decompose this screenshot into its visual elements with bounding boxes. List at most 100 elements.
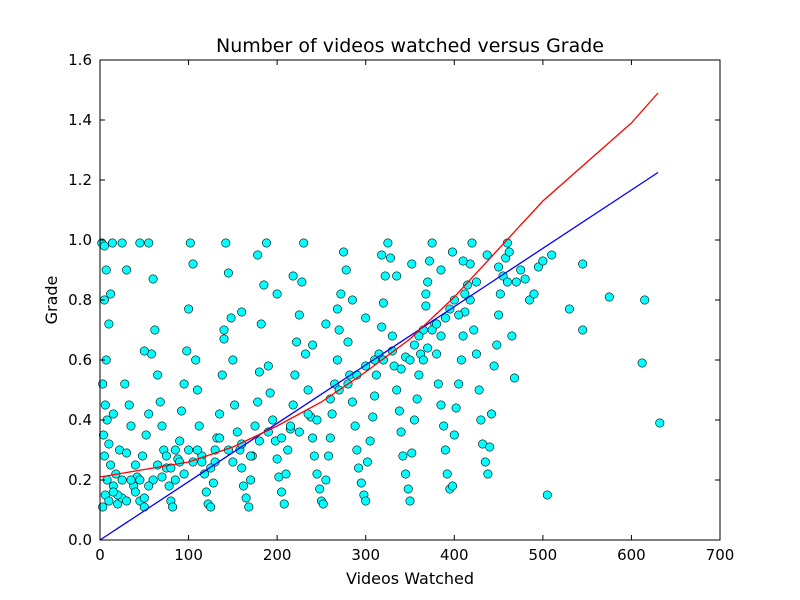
- data-point: [433, 379, 443, 389]
- data-point: [321, 475, 331, 485]
- data-point: [377, 322, 387, 332]
- data-point: [421, 289, 431, 299]
- data-point: [192, 445, 202, 455]
- y-tick-label: 1.2: [68, 171, 92, 189]
- data-point: [194, 421, 204, 431]
- data-point: [476, 415, 486, 425]
- data-point: [170, 445, 180, 455]
- data-point: [117, 238, 127, 248]
- data-point: [538, 256, 548, 266]
- chart-title: Number of videos watched versus Grade: [216, 35, 604, 57]
- data-point: [303, 385, 313, 395]
- data-point: [403, 484, 413, 494]
- data-point: [347, 295, 357, 305]
- data-point: [341, 265, 351, 275]
- data-point: [153, 370, 163, 380]
- data-point: [343, 337, 353, 347]
- data-point: [179, 379, 189, 389]
- fit-lines: [99, 92, 659, 541]
- x-tick-label: 500: [529, 546, 558, 564]
- data-point: [201, 487, 211, 497]
- data-point: [188, 259, 198, 269]
- data-point: [439, 421, 449, 431]
- data-point: [485, 442, 495, 452]
- data-point: [414, 331, 424, 341]
- data-point: [268, 415, 278, 425]
- data-point: [100, 400, 110, 410]
- data-point: [277, 433, 287, 443]
- data-point: [396, 364, 406, 374]
- data-point: [529, 289, 539, 299]
- data-point: [228, 457, 238, 467]
- data-point: [283, 445, 293, 455]
- data-point: [533, 262, 543, 272]
- data-point: [122, 496, 132, 506]
- data-point: [383, 238, 393, 248]
- data-point: [192, 385, 202, 395]
- data-point: [104, 439, 114, 449]
- data-point: [256, 319, 266, 329]
- data-point: [98, 379, 108, 389]
- data-point: [520, 274, 530, 284]
- data-point: [511, 277, 521, 287]
- data-point: [449, 430, 459, 440]
- data-point: [126, 475, 136, 485]
- data-point: [362, 457, 372, 467]
- x-tick-label: 200: [263, 546, 292, 564]
- data-point: [206, 502, 216, 512]
- data-point: [99, 241, 109, 251]
- data-point: [272, 289, 282, 299]
- data-point: [130, 460, 140, 470]
- data-point: [246, 475, 256, 485]
- data-point: [414, 370, 424, 380]
- data-point: [454, 310, 464, 320]
- data-point: [460, 289, 470, 299]
- data-point: [637, 358, 647, 368]
- data-point: [378, 298, 388, 308]
- data-point: [139, 493, 149, 503]
- data-point: [263, 361, 273, 371]
- data-point: [221, 238, 231, 248]
- data-point: [281, 469, 291, 479]
- data-point: [223, 268, 233, 278]
- data-point: [299, 238, 309, 248]
- data-point: [427, 238, 437, 248]
- data-point: [108, 487, 118, 497]
- data-point: [104, 496, 114, 506]
- data-point: [288, 271, 298, 281]
- data-point: [323, 451, 333, 461]
- y-tick-label: 0.4: [68, 411, 92, 429]
- data-point: [175, 457, 185, 467]
- data-point: [458, 256, 468, 266]
- data-point: [564, 304, 574, 314]
- x-axis-label: Videos Watched: [346, 569, 474, 588]
- data-point: [106, 289, 116, 299]
- data-point: [157, 421, 167, 431]
- data-point: [122, 448, 132, 458]
- data-point: [405, 496, 415, 506]
- data-point: [387, 331, 397, 341]
- data-point: [392, 385, 402, 395]
- data-point: [361, 496, 371, 506]
- x-tick-label: 600: [617, 546, 646, 564]
- data-point: [150, 325, 160, 335]
- data-point: [494, 310, 504, 320]
- data-point: [407, 448, 417, 458]
- data-point: [228, 355, 238, 365]
- data-point: [405, 355, 415, 365]
- data-point: [458, 331, 468, 341]
- data-point: [191, 355, 201, 365]
- data-point: [377, 250, 387, 260]
- data-point: [104, 319, 114, 329]
- data-point: [277, 487, 287, 497]
- data-point: [436, 400, 446, 410]
- data-point: [436, 265, 446, 275]
- data-point: [327, 409, 337, 419]
- data-point: [297, 277, 307, 287]
- data-point: [144, 238, 154, 248]
- data-point: [300, 349, 310, 359]
- data-point: [380, 271, 390, 281]
- data-point: [494, 262, 504, 272]
- data-point: [308, 340, 318, 350]
- data-point: [230, 400, 240, 410]
